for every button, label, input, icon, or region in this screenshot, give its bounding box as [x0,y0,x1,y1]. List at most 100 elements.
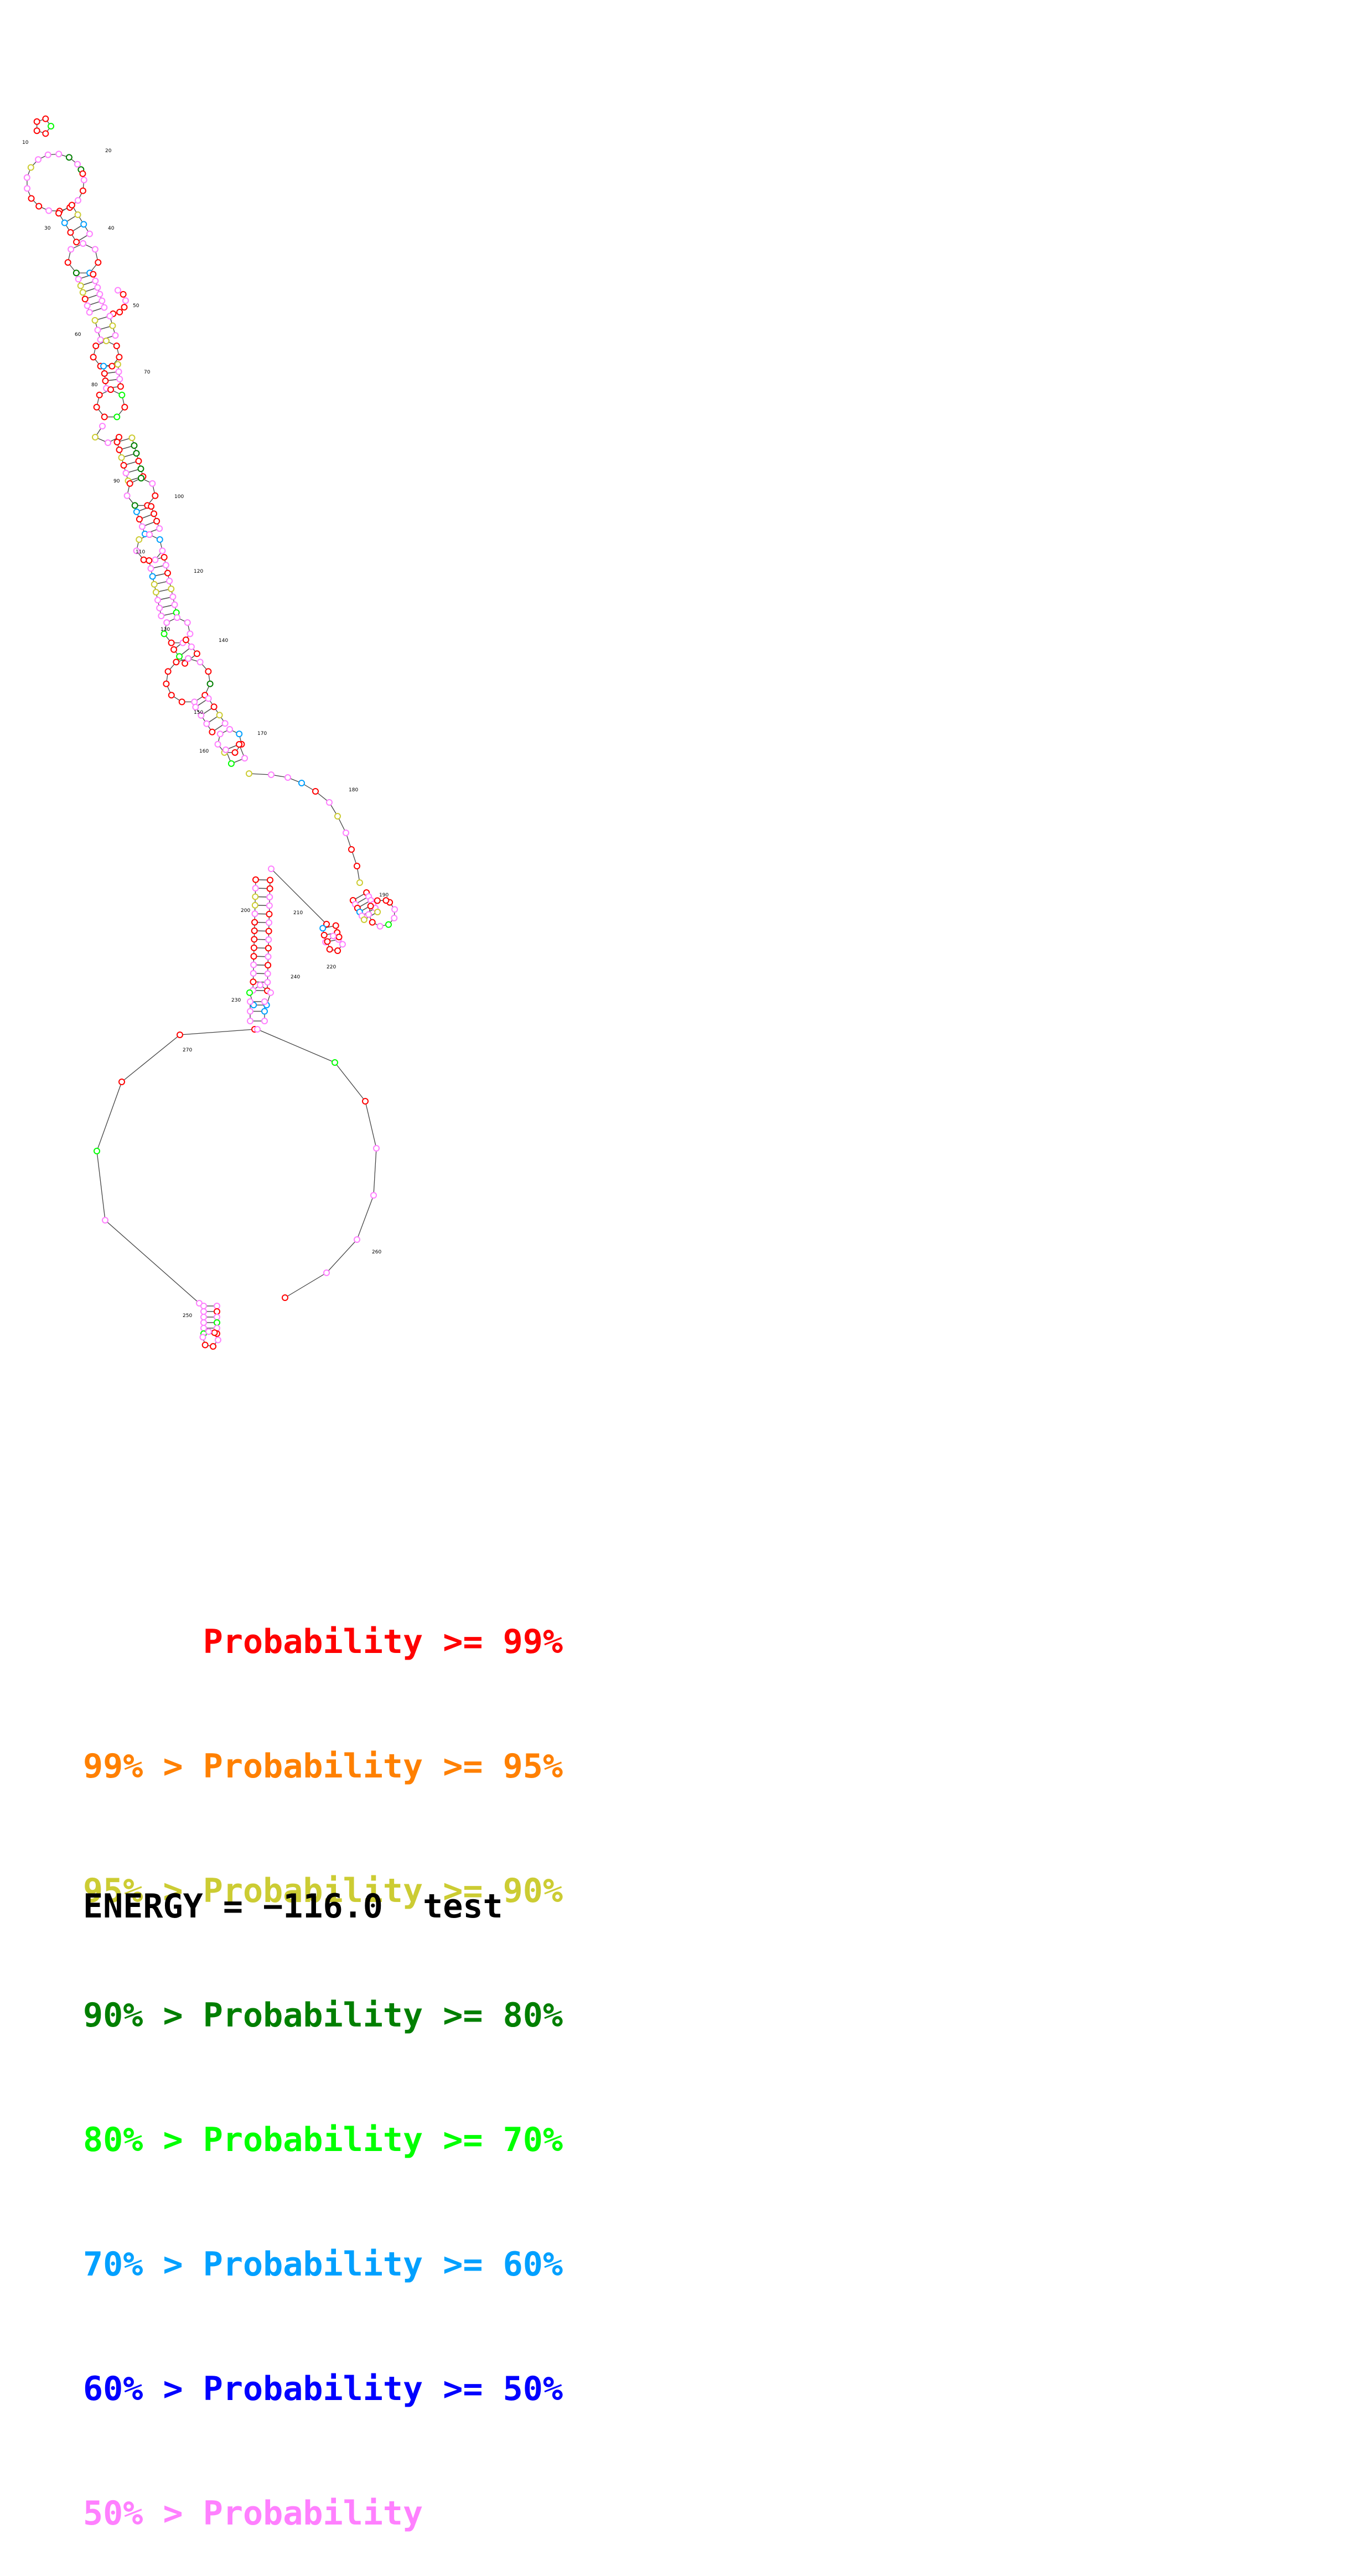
nucleotide [101,305,107,310]
nucleotide [118,383,123,389]
nucleotide [205,668,211,674]
nucleotide [363,1098,368,1104]
nucleotide [187,631,193,636]
nucleotide [153,589,159,595]
nucleotide [115,361,121,367]
nucleotide [236,742,242,747]
nucleotide [138,466,143,471]
nucleotide [191,699,197,704]
nucleotide [257,982,263,988]
nucleotide [129,435,134,440]
nucleotide [154,519,159,524]
nucleotide [343,830,349,836]
nucleotide [81,221,86,227]
nucleotide [116,369,122,375]
nucleotide [247,990,252,996]
nucleotide [210,1344,216,1349]
nucleotide [247,1009,253,1014]
nucleotide [354,1237,360,1242]
backbone-segment [105,1220,199,1303]
nucleotide [162,554,167,560]
nucleotide [242,755,247,761]
nucleotide [229,761,234,766]
nucleotide [333,923,339,929]
position-label: 230 [231,998,241,1003]
position-label: 200 [241,908,250,914]
nucleotide [266,929,272,934]
nucleotide [123,470,129,476]
nucleotide [251,936,257,942]
nucleotide [102,414,107,419]
position-label: 160 [199,749,209,754]
nucleotide [203,1342,208,1347]
nucleotide [85,303,90,308]
backbone-segment [365,1101,376,1148]
backbone-segment [180,1029,255,1035]
nucleotide [114,343,120,349]
nucleotide [148,566,153,571]
nucleotide [251,962,256,968]
nucleotide [252,911,257,916]
nucleotide [332,1060,338,1065]
position-label: 50 [133,303,139,309]
nucleotide [262,1018,267,1024]
nucleotide [374,1146,379,1151]
nucleotide [121,292,126,297]
nucleotide [375,898,380,903]
nucleotide [167,578,172,584]
nucleotide [165,571,170,576]
nucleotide [56,151,61,157]
nucleotide [267,886,273,892]
nucleotide [94,405,100,410]
position-label: 110 [136,550,145,555]
nucleotide [127,481,133,486]
nucleotide [87,231,92,237]
nucleotide [94,1148,100,1154]
backbone-segment [257,1029,335,1062]
nucleotide [265,979,270,985]
nucleotide [95,260,101,265]
nucleotide [122,304,127,310]
position-label: 70 [144,370,151,375]
nucleotide [236,731,242,737]
nucleotide [171,647,177,652]
nucleotide [81,177,87,183]
nucleotide [206,696,211,701]
nucleotide [214,1320,220,1325]
position-label: 180 [349,787,358,793]
nucleotide [137,516,142,522]
nucleotide [78,283,84,288]
nucleotide [75,198,81,203]
nucleotide [227,727,232,732]
nucleotide [46,208,51,214]
nucleotide [65,260,71,265]
nucleotide [265,971,271,977]
nucleotide [121,463,127,468]
energy-value: −116.0 [263,1887,383,1926]
nucleotide [251,971,256,976]
nucleotide [102,1217,108,1223]
nucleotide [206,1329,211,1334]
nucleotide [247,1018,253,1024]
nucleotide [24,175,30,180]
nucleotide [392,906,397,912]
nucleotide [255,1027,260,1032]
nucleotide [80,289,86,295]
nucleotide [115,439,120,445]
nucleotide [391,915,397,921]
nucleotide [131,443,137,448]
nucleotide [157,526,162,531]
nucleotide [250,979,256,984]
nucleotide [80,188,86,194]
nucleotide [48,123,54,129]
nucleotide [222,721,228,726]
nucleotide [211,704,217,709]
nucleotide [169,640,174,646]
nucleotide [100,423,105,429]
nucleotide [357,880,363,885]
nucleotide [134,509,139,515]
nucleotide [253,877,258,883]
nucleotide [165,668,171,674]
nucleotide [92,434,98,440]
